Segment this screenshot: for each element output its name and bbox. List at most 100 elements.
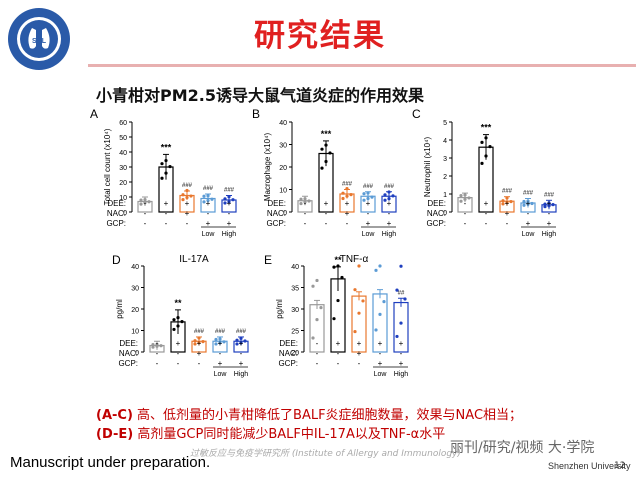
panel-b-significance: ### [363,184,374,190]
panel-a-point [181,198,185,202]
panel-a-point [143,197,147,202]
panel-a-point [139,202,143,206]
panel-d-point [222,340,226,344]
panel-d-treatment-sign: - [156,359,159,368]
panel-e-point [378,312,382,317]
panel-letter-d: D [112,253,121,267]
slide-subtitle: 小青柑对PM2.5诱导大鼠气道炎症的作用效果 [96,86,424,105]
panel-letter-e: E [264,253,272,267]
panel-d-point [197,340,201,345]
lab-logo: SKL [8,8,70,70]
panel-c-treatment-sign: + [505,209,510,218]
panel-d-point [218,337,222,341]
panel-d-point [176,324,180,328]
panel-d-tick-label: 0 [135,350,139,357]
panel-c-point [522,199,526,204]
panel-e-point [332,265,336,269]
panel-e-point [311,336,315,340]
panel-a-point [160,176,164,180]
panel-e-treatment-sign: + [378,339,383,348]
institute-watermark: 过敏反应与免疫学研究所 (Institute of Allergy and Im… [190,449,461,459]
panel-b-dose-low: Low [362,231,376,238]
slide-title: 研究结果 [254,18,386,54]
panel-b-point [303,200,307,204]
panel-d-significance: ### [236,329,247,335]
panel-b-tick-label: 40 [279,120,287,127]
panel-c-treatment-sign: - [485,219,488,228]
panel-b-point [324,143,328,147]
panel-d-point [243,339,247,343]
panel-a-point [139,198,143,202]
panel-c-point [480,140,484,145]
panel-c-point [505,200,509,205]
panel-e-point [399,264,403,268]
panel-c-point [526,199,530,203]
panel-b-point [341,191,345,195]
panel-c-tick-label: 2 [443,174,447,181]
panel-a-point [202,194,206,198]
panel-d-treatment-sign: - [198,359,201,368]
panel-d-tick-label: 30 [131,286,139,293]
panel-b-treatment-label: GCP: [266,219,286,228]
panel-c-tick-label: 4 [443,138,447,145]
panel-c-point [547,201,551,205]
panel-d-treatment-sign: + [197,349,202,358]
panel-d-treatment-sign: + [197,339,202,348]
panel-b-treatment-sign: + [345,209,350,218]
panel-c-point [488,145,492,149]
panel-a-tick-label: 0 [123,210,127,217]
panel-c-tick-label: 1 [443,192,447,199]
panel-b-treatment-label: DEE: [267,199,286,208]
panel-c-treatment-sign: + [484,199,489,208]
panel-d-treatment-sign: + [176,339,181,348]
panel-a-treatment-sign: - [165,219,168,228]
panel-a-tick-label: 10 [119,195,127,202]
panel-b-point [320,147,324,151]
panel-e-title: TNF-α [340,254,369,265]
panel-c-treatment-sign: - [548,209,551,218]
panel-d-point [201,340,205,344]
conclusion-1-tag: (A-C) [96,408,133,423]
panel-c-point [526,202,530,206]
panel-e-point [378,264,382,268]
panel-b-point [383,198,387,202]
panel-e-treatment-sign: - [316,339,319,348]
panel-c-point [551,203,555,207]
panel-a-tick-label: 40 [119,150,127,157]
panel-d-point [180,320,184,324]
panel-c-point [505,196,509,200]
panel-d-point [172,318,176,322]
logo-mid-text: SKL [32,38,47,45]
panel-d-tick-label: 40 [131,264,139,271]
panel-a-point [164,171,168,175]
panel-b-point [366,191,370,195]
panel-a-point [168,164,172,169]
panel-e-point [395,334,399,339]
panel-a-treatment-sign: + [206,219,211,228]
panel-letter-b: B [252,107,260,121]
panel-e-point [336,264,340,268]
panel-b-point [320,166,324,170]
panel-d-treatment-label: DEE: [119,339,138,348]
panel-e-treatment-sign: - [337,359,340,368]
panel-c-point [459,199,463,203]
conclusion-2: (D-E) 高剂量GCP同时能减少BALF中IL-17A以及TNF-α水平 [96,425,522,444]
panel-a-treatment-sign: + [227,199,232,208]
panel-d-point [197,336,201,340]
panel-e-treatment-sign: + [399,339,404,348]
panel-b-treatment-sign: - [325,209,328,218]
panel-b-point [383,193,387,197]
panel-b-point [366,196,370,201]
panel-a-treatment-sign: - [144,199,147,208]
panel-c-point [501,199,505,203]
panel-e-point [353,329,357,334]
panel-d-significance: ### [194,329,205,335]
panel-b-treatment-sign: + [387,219,392,228]
panel-e-point [382,300,386,304]
panel-d-point [235,338,239,342]
panel-d-treatment-sign: + [218,339,223,348]
panel-d-treatment-sign: - [177,359,180,368]
panel-e-point [357,264,361,268]
panel-d-treatment-sign: - [219,349,222,358]
title-divider [88,64,636,67]
